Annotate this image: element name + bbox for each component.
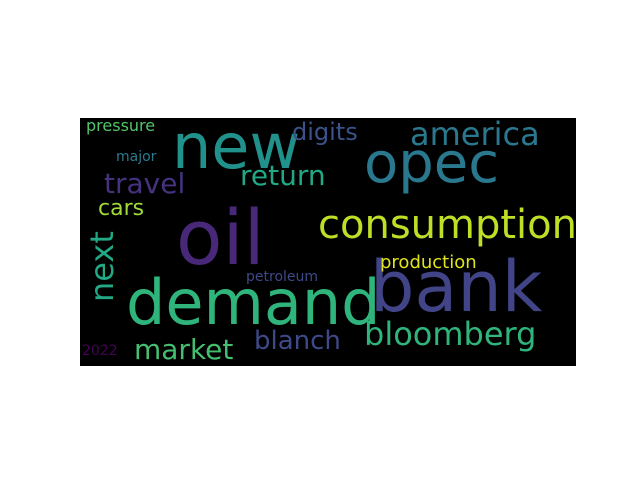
word-opec: opec — [364, 131, 500, 196]
word-pressure: pressure — [86, 118, 156, 135]
word-america: america — [410, 118, 540, 153]
word-new: new — [172, 118, 301, 183]
word-consumption: consumption — [318, 202, 576, 248]
word-digits: digits — [292, 118, 358, 146]
word-next: next — [83, 231, 121, 302]
word-market: market — [134, 333, 234, 366]
word-blanch: blanch — [254, 326, 341, 356]
word-demand: demand — [126, 266, 381, 339]
word-bank: bank — [370, 246, 543, 328]
word-return: return — [240, 159, 326, 192]
word-2022: 2022 — [82, 343, 118, 359]
word-oil: oil — [176, 193, 265, 282]
word-major: major — [116, 149, 157, 165]
word-cloud: oil bank demand new opec consumption ame… — [80, 118, 576, 366]
word-travel: travel — [104, 167, 186, 200]
word-bloomberg: bloomberg — [364, 315, 537, 353]
word-cars: cars — [98, 196, 145, 221]
word-petroleum: petroleum — [246, 269, 319, 285]
word-production: production — [380, 252, 477, 273]
